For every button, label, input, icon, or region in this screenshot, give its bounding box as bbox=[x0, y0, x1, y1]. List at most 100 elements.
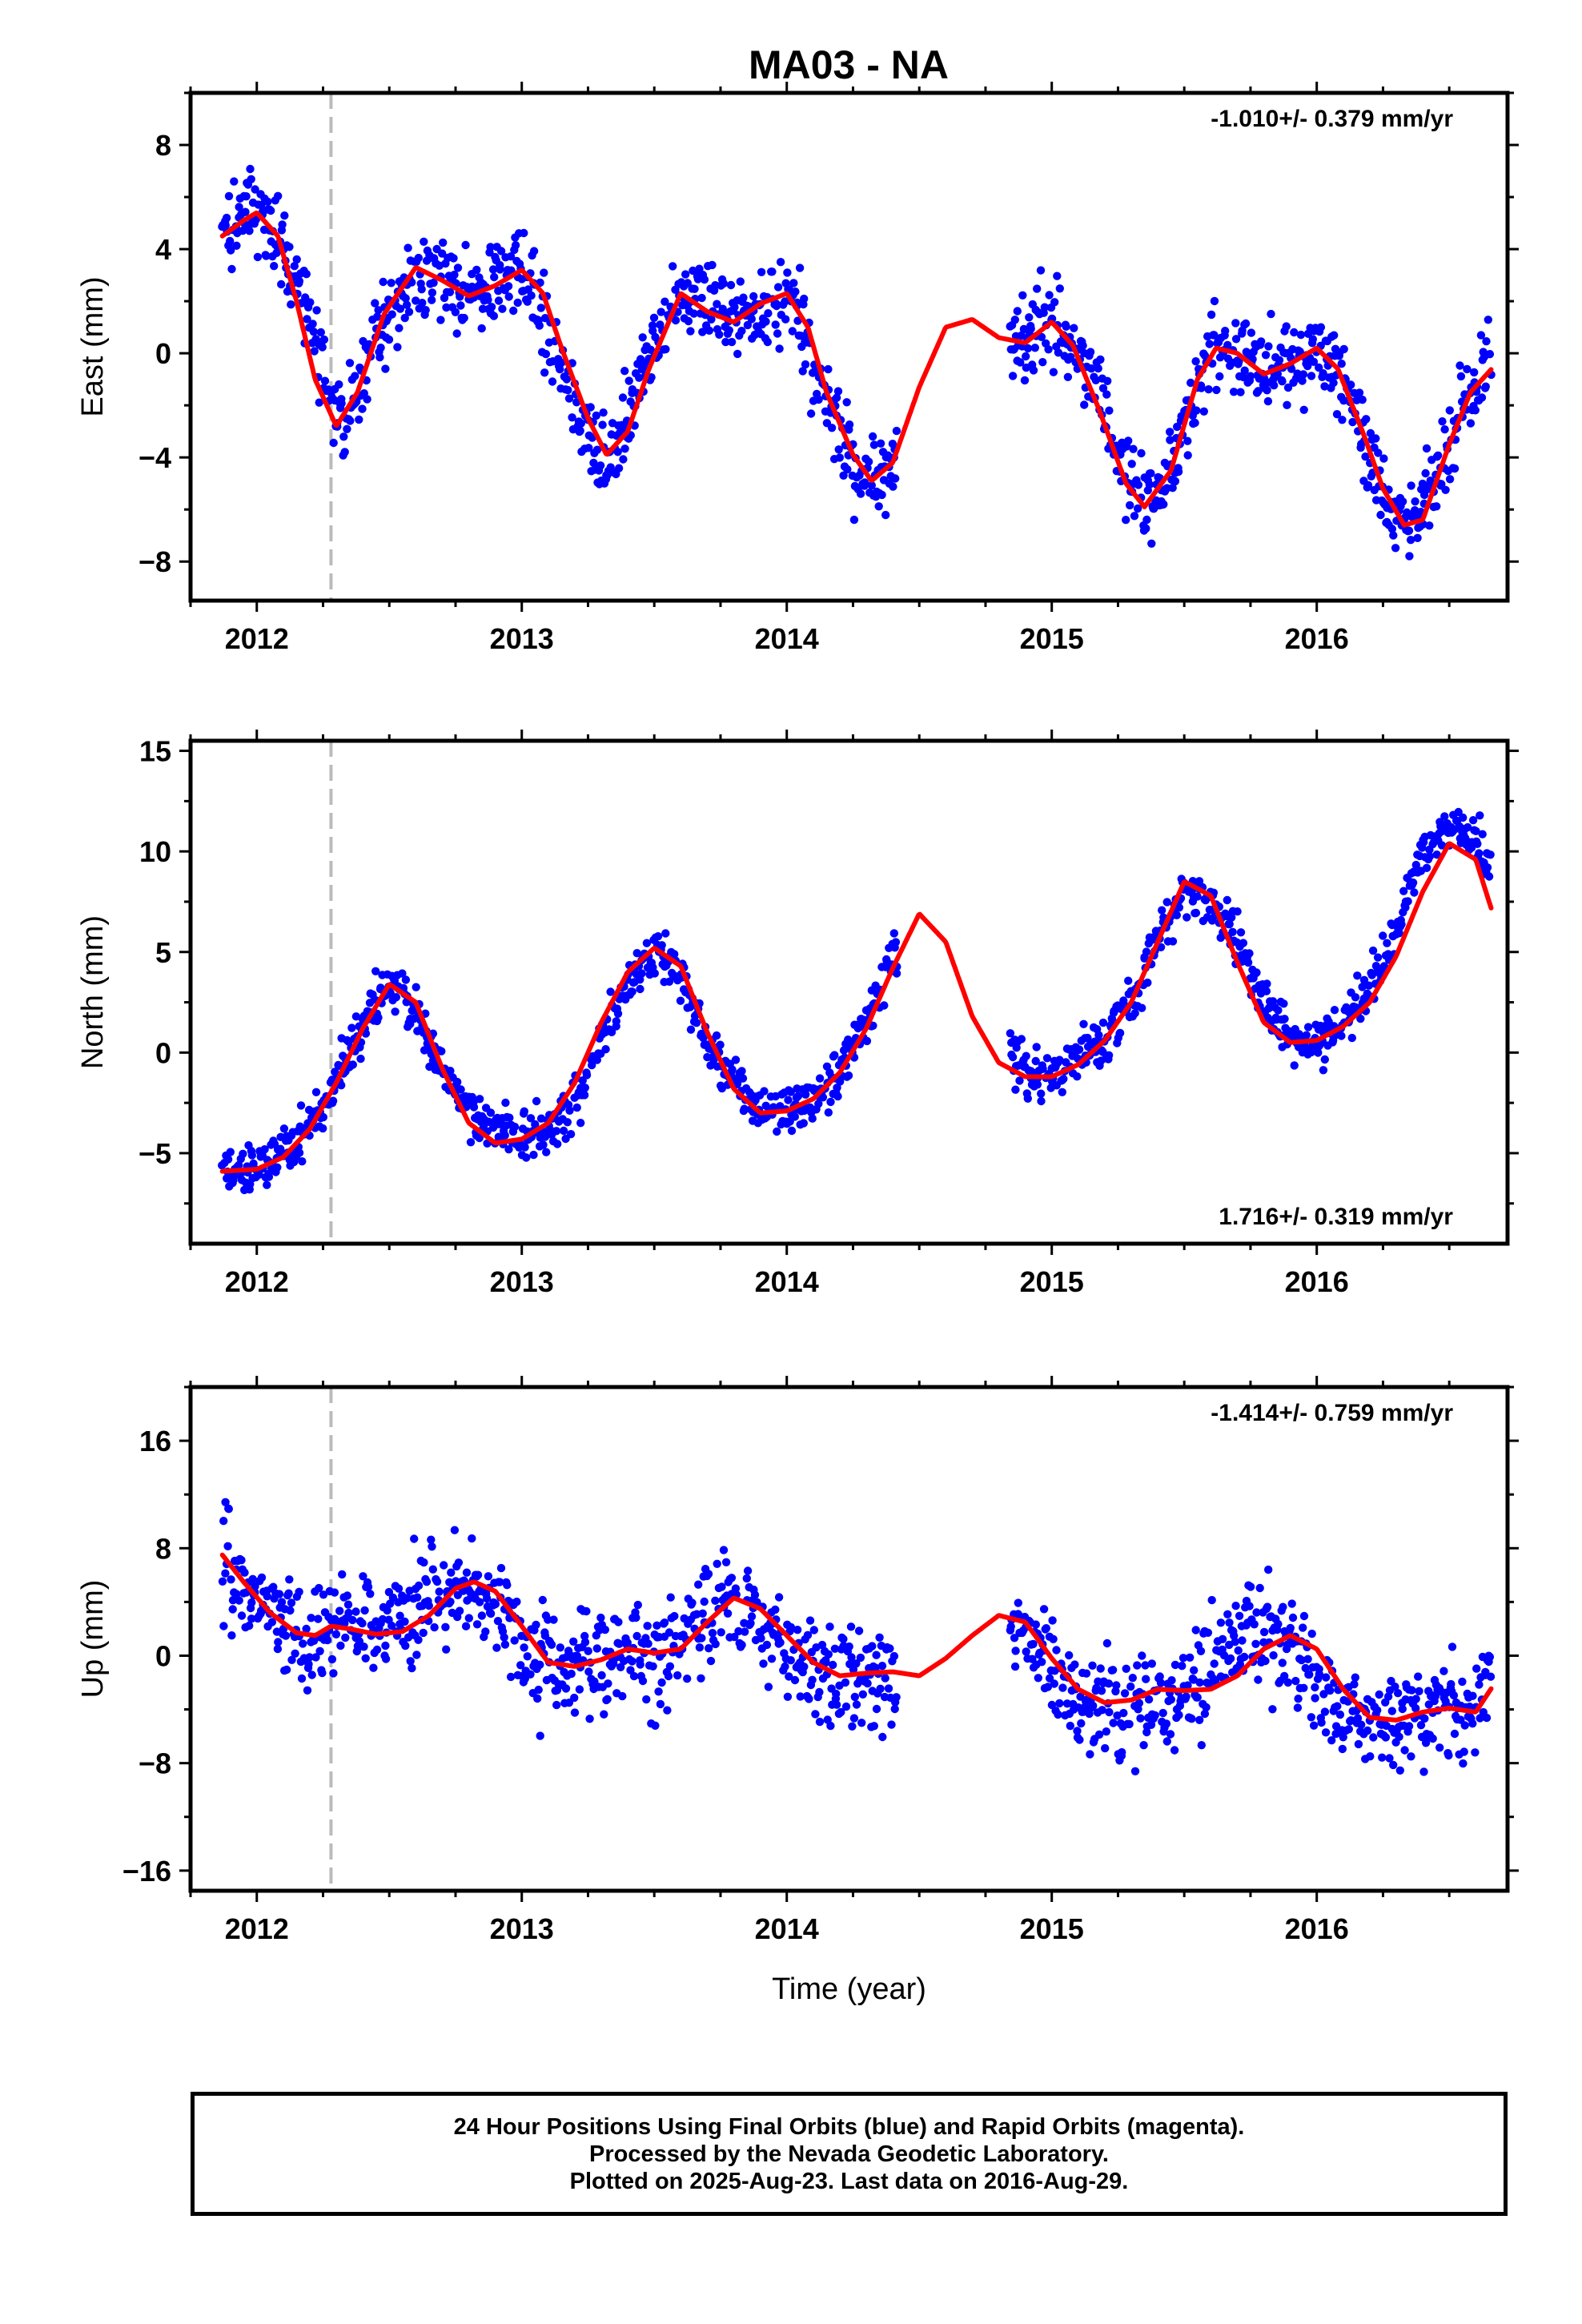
data-point bbox=[731, 1584, 741, 1593]
data-point bbox=[843, 464, 852, 474]
data-point bbox=[1456, 361, 1464, 370]
x-tick-label: 2016 bbox=[1285, 622, 1349, 655]
data-point bbox=[1127, 460, 1136, 468]
y-axis-label: Up (mm) bbox=[76, 1580, 110, 1699]
data-point bbox=[387, 1621, 396, 1630]
data-point bbox=[666, 1593, 675, 1602]
data-point bbox=[290, 262, 299, 271]
data-point bbox=[345, 359, 355, 368]
data-point bbox=[1133, 504, 1142, 513]
data-point bbox=[1019, 324, 1029, 334]
data-point bbox=[815, 1687, 824, 1697]
data-point bbox=[1245, 1602, 1254, 1610]
y-tick-label: −5 bbox=[139, 1137, 171, 1170]
data-point bbox=[1042, 1624, 1051, 1633]
data-point bbox=[834, 445, 843, 454]
data-point bbox=[1066, 352, 1075, 361]
data-point bbox=[428, 288, 437, 297]
data-point bbox=[311, 1653, 320, 1662]
data-point bbox=[1038, 1064, 1047, 1074]
data-point bbox=[483, 1594, 492, 1603]
data-point bbox=[374, 306, 383, 315]
data-point bbox=[1374, 448, 1383, 457]
data-point bbox=[868, 432, 877, 441]
data-point bbox=[556, 1643, 564, 1652]
data-point bbox=[404, 308, 414, 316]
data-point bbox=[1391, 1683, 1399, 1691]
data-point bbox=[797, 332, 805, 340]
data-point bbox=[1174, 1711, 1183, 1719]
data-point bbox=[1278, 1659, 1287, 1667]
caption-box: 24 Hour Positions Using Final Orbits (bl… bbox=[191, 2092, 1508, 2216]
data-point bbox=[800, 1663, 809, 1671]
data-point bbox=[1484, 316, 1493, 324]
y-tick-label: 4 bbox=[155, 233, 171, 266]
data-point bbox=[1385, 1754, 1394, 1763]
data-point bbox=[1267, 309, 1275, 319]
data-point bbox=[648, 1662, 657, 1671]
data-point bbox=[523, 1652, 532, 1661]
data-point bbox=[549, 1615, 558, 1624]
data-point bbox=[599, 408, 608, 417]
data-point bbox=[783, 268, 792, 277]
data-point bbox=[711, 1639, 720, 1649]
data-point bbox=[788, 327, 797, 336]
data-point bbox=[632, 1613, 640, 1622]
data-point bbox=[1311, 1694, 1319, 1703]
data-point bbox=[1411, 1695, 1420, 1703]
data-point bbox=[592, 1055, 601, 1064]
data-point bbox=[791, 287, 800, 296]
data-point bbox=[719, 279, 729, 288]
data-point bbox=[1231, 1602, 1240, 1610]
x-tick-label: 2014 bbox=[755, 622, 819, 655]
data-point bbox=[412, 983, 420, 991]
data-point bbox=[454, 1558, 464, 1567]
data-point bbox=[1086, 364, 1096, 373]
data-point bbox=[1183, 436, 1192, 445]
data-point bbox=[1162, 1737, 1172, 1746]
data-point bbox=[556, 364, 564, 374]
data-point bbox=[469, 1103, 479, 1112]
data-point bbox=[1139, 1741, 1148, 1750]
data-point bbox=[626, 1666, 635, 1675]
data-point bbox=[318, 343, 327, 352]
data-point bbox=[1411, 497, 1419, 506]
data-point bbox=[417, 285, 426, 294]
data-point bbox=[652, 1621, 661, 1630]
data-point bbox=[607, 1027, 616, 1037]
data-point bbox=[396, 1611, 404, 1620]
data-point bbox=[523, 297, 532, 306]
data-point bbox=[697, 1674, 705, 1683]
data-point bbox=[1407, 1752, 1415, 1761]
data-point bbox=[484, 296, 492, 304]
data-point bbox=[1204, 385, 1213, 394]
data-point bbox=[487, 303, 496, 312]
data-point bbox=[1096, 1664, 1105, 1673]
data-point bbox=[1257, 337, 1266, 346]
data-point bbox=[1030, 344, 1040, 352]
data-point bbox=[1379, 454, 1388, 463]
data-point bbox=[320, 376, 330, 385]
data-point bbox=[1186, 1653, 1195, 1662]
data-point bbox=[500, 1633, 508, 1642]
data-point bbox=[1094, 1730, 1104, 1739]
data-point bbox=[892, 1693, 901, 1702]
data-point bbox=[440, 1561, 448, 1570]
data-point bbox=[1441, 485, 1450, 494]
data-point bbox=[536, 1114, 546, 1123]
data-point bbox=[318, 1668, 327, 1678]
data-point bbox=[456, 301, 465, 310]
data-point bbox=[841, 1702, 851, 1711]
data-point bbox=[1357, 1720, 1366, 1729]
data-point bbox=[1416, 1721, 1426, 1730]
data-point bbox=[734, 1626, 743, 1636]
data-point bbox=[363, 395, 371, 404]
data-point bbox=[1216, 1618, 1226, 1627]
data-point bbox=[496, 247, 506, 255]
data-point bbox=[439, 238, 448, 247]
data-point bbox=[708, 260, 717, 270]
data-point bbox=[1023, 344, 1033, 353]
data-point bbox=[1321, 1728, 1331, 1737]
data-point bbox=[1438, 417, 1447, 426]
data-point bbox=[1431, 1691, 1440, 1701]
